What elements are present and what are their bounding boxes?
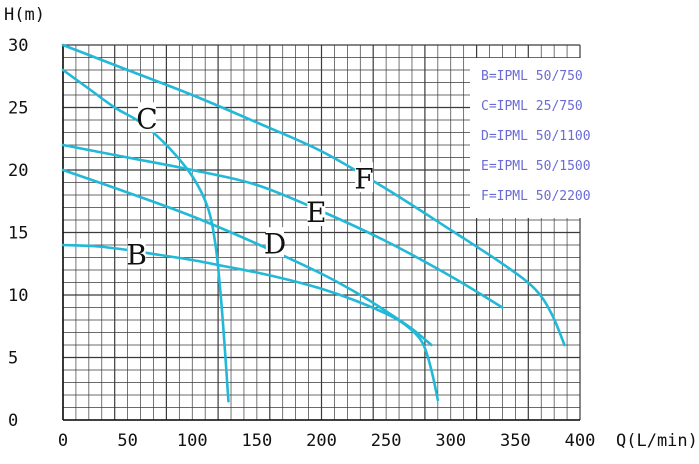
y-tick-label: 25 [8,99,28,119]
y-tick-label: 0 [8,411,18,431]
x-tick-label: 400 [565,431,596,451]
y-tick-label: 10 [8,286,28,306]
curve-label-backdrop [127,238,146,269]
x-tick-label: 200 [306,431,337,451]
y-tick-label: 5 [8,349,18,369]
y-tick-label: 20 [8,161,28,181]
legend-box [470,58,601,218]
curve-label-b: B [126,239,147,272]
curve-label-e: E [306,196,326,229]
legend-entry: F=IPML 50/2200 [481,189,591,204]
legend-entry: C=IPML 25/750 [481,99,583,114]
y-axis-label: H(m) [4,5,45,25]
curve-label-c: C [136,102,157,135]
legend-entry: E=IPML 50/1500 [481,159,591,174]
legend-entry: B=IPML 50/750 [481,69,583,84]
chart-legend: B=IPML 50/750 C=IPML 25/750 D=IPML 50/1100… [470,58,601,218]
legend-entry: D=IPML 50/1100 [481,129,591,144]
chart-axes [62,45,580,421]
x-tick-label: 350 [500,431,531,451]
y-tick-label: 15 [8,224,28,244]
x-tick-label: 100 [177,431,208,451]
curve-e [61,143,504,309]
curve-d [61,168,433,347]
curve-label-d: D [264,227,286,260]
curve-label-backdrop [138,102,157,133]
chart-curves: B C DEF [61,43,566,403]
curve-label-backdrop [265,227,284,258]
x-tick-label: 0 [58,431,68,451]
curve-b [61,243,440,402]
curve-label-backdrop [307,196,326,226]
x-axis-label: Q(L/min) [616,431,698,451]
chart-ticks: 0 50 100 150 200 250 300 350 400 0 5 10 15 20 25 30 [8,36,595,451]
x-tick-label: 50 [117,431,137,451]
x-tick-label: 250 [371,431,402,451]
curve-c [61,68,230,403]
curve-f [61,43,566,347]
x-tick-label: 150 [242,431,273,451]
y-tick-label: 30 [8,36,28,56]
x-tick-label: 300 [435,431,466,451]
curve-label-f: F [354,162,373,195]
curve-label-backdrop [355,162,374,193]
